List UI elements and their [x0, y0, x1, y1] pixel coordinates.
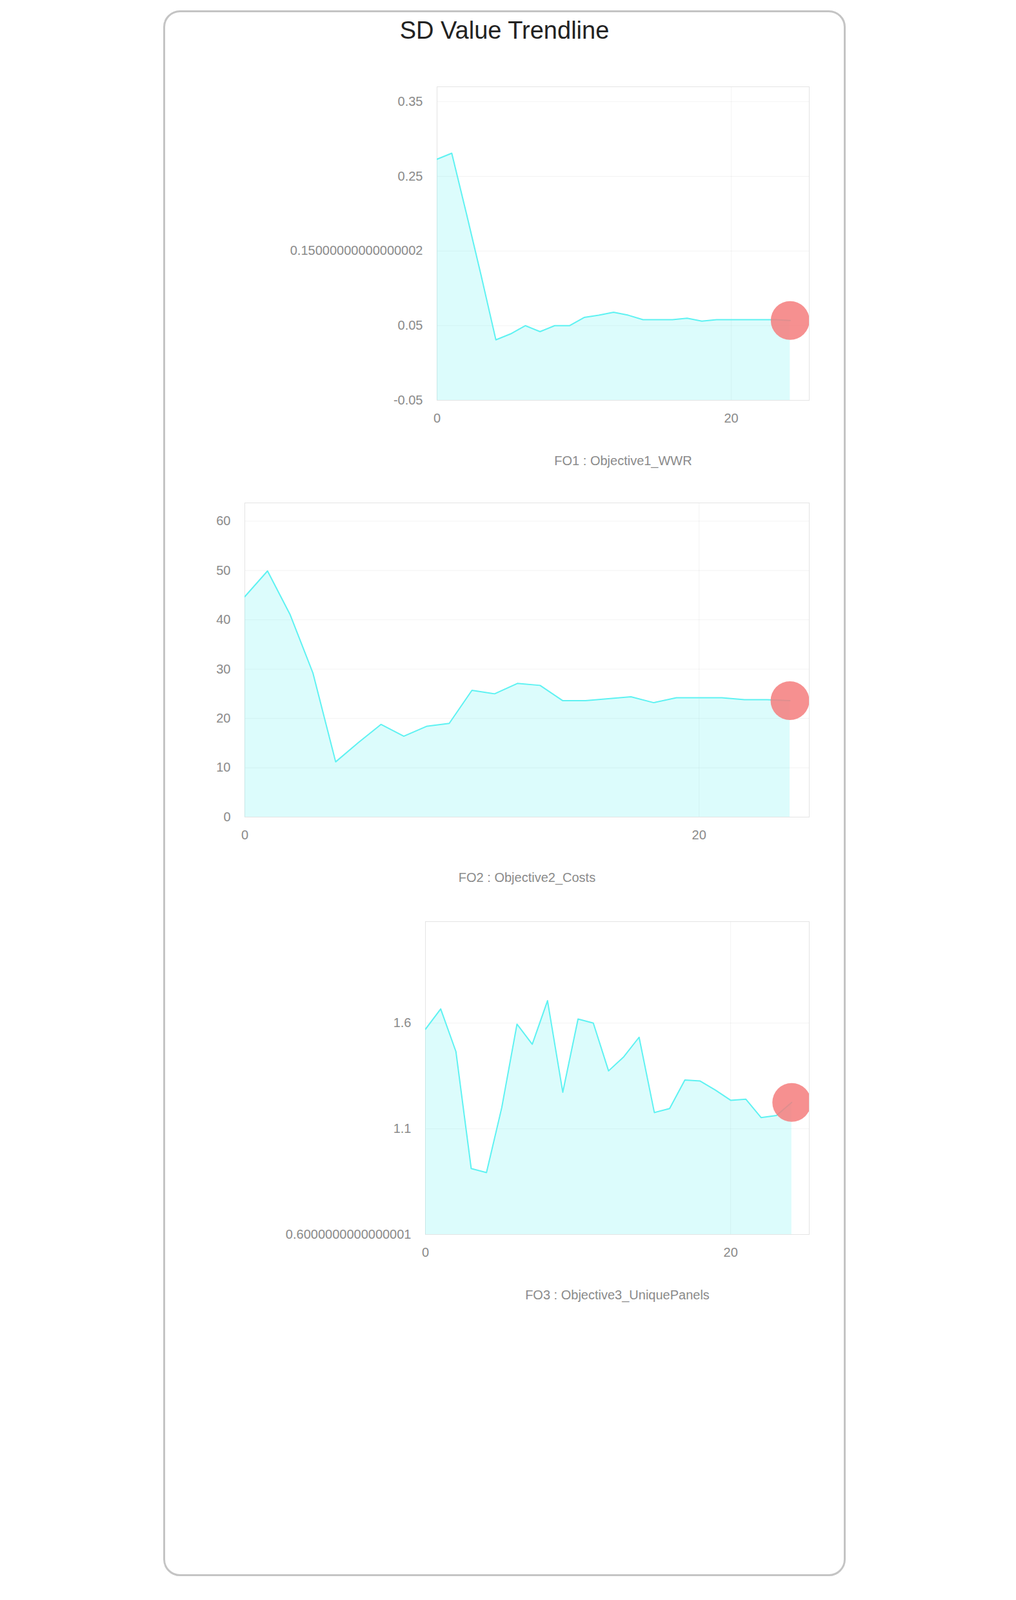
svg-text:FO3 : Objective3_UniquePanels: FO3 : Objective3_UniquePanels: [525, 1287, 710, 1303]
svg-text:0: 0: [223, 809, 231, 824]
svg-text:20: 20: [216, 710, 231, 726]
svg-text:10: 10: [216, 759, 231, 775]
svg-text:0: 0: [433, 410, 441, 426]
svg-text:20: 20: [724, 410, 739, 426]
html-text:SD Value Trendline: SD Value Trendline: [399, 16, 610, 44]
svg-text:20: 20: [692, 827, 707, 842]
svg-text:1.6: 1.6: [393, 1015, 412, 1030]
svg-text:0.25: 0.25: [398, 169, 424, 184]
svg-text:60: 60: [216, 513, 231, 528]
svg-text:0.6000000000000001: 0.6000000000000001: [285, 1226, 412, 1242]
svg-text:0: 0: [421, 1245, 429, 1260]
svg-text:0.35: 0.35: [398, 94, 424, 109]
svg-text:FO2 : Objective2_Costs: FO2 : Objective2_Costs: [458, 870, 596, 886]
svg-text:50: 50: [216, 563, 231, 578]
svg-text:-0.05: -0.05: [393, 392, 424, 408]
svg-text:0: 0: [241, 827, 249, 842]
svg-text:0.05: 0.05: [398, 318, 424, 333]
svg-text:1.1: 1.1: [393, 1121, 412, 1136]
svg-text:0.15000000000000002: 0.15000000000000002: [290, 243, 424, 258]
svg-text:40: 40: [216, 612, 231, 627]
svg-text:FO1 : Objective1_WWR: FO1 : Objective1_WWR: [554, 453, 692, 469]
svg-text:30: 30: [216, 661, 231, 677]
svg-text:20: 20: [723, 1245, 738, 1260]
